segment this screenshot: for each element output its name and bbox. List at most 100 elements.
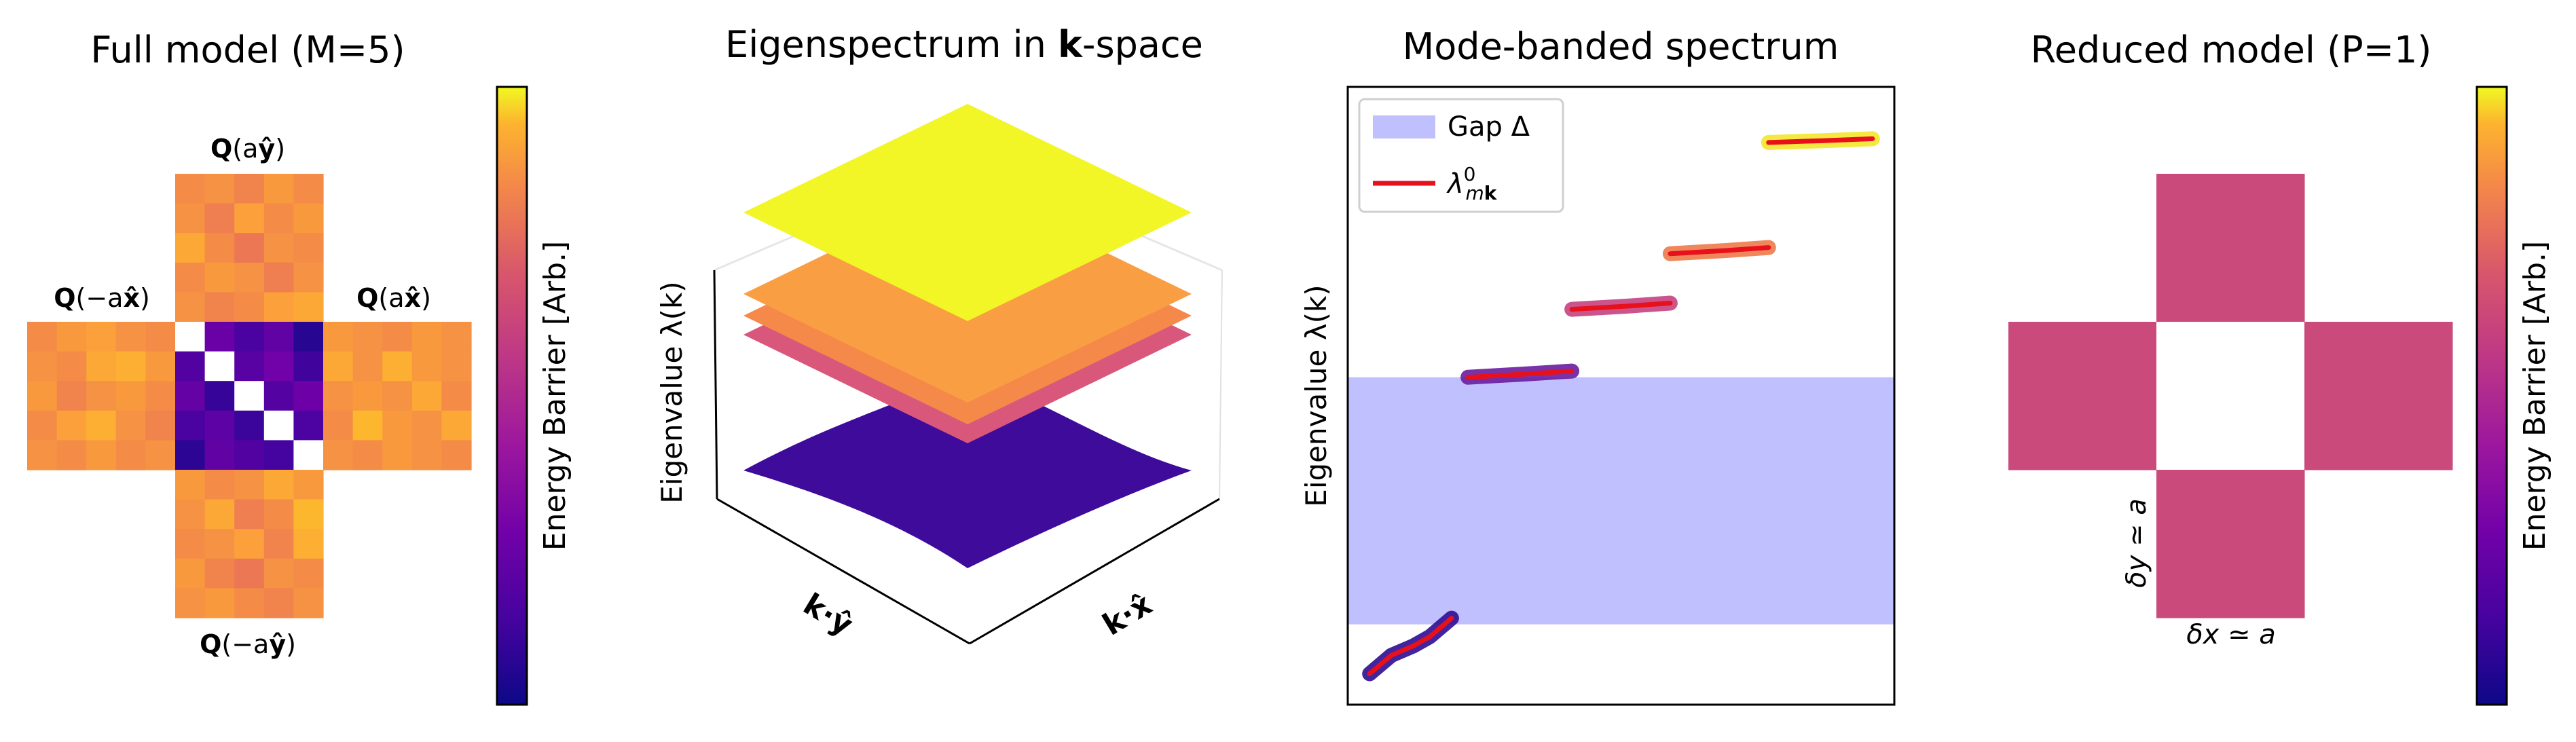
eigen-xlabel: k·x̂: [1097, 587, 1158, 643]
eigen-zlabel: Eigenvalue λ(k): [655, 281, 688, 503]
banded-axes-frame: [1346, 86, 1896, 706]
heatmap-cell: [27, 351, 58, 382]
eigenspectrum-panel: Eigenspectrum in k-space Eigenvalue λ(k)…: [655, 23, 1223, 645]
heatmap-cell: [204, 588, 235, 618]
heatmap-cell: [234, 262, 265, 293]
heatmap-cell: [115, 381, 146, 411]
heatmap-cell: [263, 410, 294, 441]
heatmap-cell: [27, 381, 58, 411]
heatmap-cell: [352, 410, 383, 441]
heatmap-cell: [441, 381, 472, 411]
heatmap-cell: [382, 322, 413, 352]
heatmap-cell: [204, 351, 235, 382]
heatmap-cell: [234, 292, 265, 322]
heatmap-cell: [293, 470, 324, 500]
heatmap-cell: [411, 440, 442, 470]
banded-panel: Mode-banded spectrum Eigenvalue λ(k) Gap…: [1300, 25, 1896, 706]
heatmap-cell: [115, 410, 146, 441]
heatmap-cell: [175, 588, 206, 618]
heatmap-cell: [293, 529, 324, 559]
heatmap-cell: [293, 351, 324, 382]
heatmap-cell: [27, 410, 58, 441]
heatmap-cell: [145, 351, 176, 382]
heatmap-cell: [263, 588, 294, 618]
heatmap-cell: [204, 440, 235, 470]
heatmap-cell: [352, 322, 383, 352]
heatmap-cell: [263, 292, 294, 322]
eigen-surface: [743, 104, 1192, 321]
heatmap-cell: [204, 529, 235, 559]
heatmap-cell: [234, 174, 265, 204]
heatmap-cell: [175, 322, 206, 352]
heatmap-cell: [175, 174, 206, 204]
band-line: [1668, 245, 1771, 257]
heatmap-cell: [263, 529, 294, 559]
band-line: [1766, 136, 1875, 145]
eigenspectrum-title: Eigenspectrum in k-space: [725, 23, 1203, 66]
heatmap-cell: [263, 322, 294, 352]
heatmap-cell: [293, 558, 324, 589]
heatmap-cell: [263, 174, 294, 204]
heatmap-cell: [86, 440, 117, 470]
heatmap-cell: [115, 440, 146, 470]
heatmap-cell: [115, 322, 146, 352]
banded-title: Mode-banded spectrum: [1403, 25, 1839, 68]
heatmap-cell: [441, 410, 472, 441]
reduced-xlabel: δx ≃ a: [2186, 619, 2276, 650]
heatmap-cell: [175, 470, 206, 500]
full-colorbar: [496, 86, 528, 706]
heatmap-cell: [411, 381, 442, 411]
heatmap-cell: [234, 203, 265, 234]
heatmap-cell: [86, 410, 117, 441]
heatmap-cell: [234, 558, 265, 589]
heatmap-cell: [204, 174, 235, 204]
heatmap-cell: [411, 351, 442, 382]
heatmap-cell: [293, 174, 324, 204]
heatmap-cell: [175, 381, 206, 411]
heatmap-cell: [352, 440, 383, 470]
heatmap-cell: [115, 351, 146, 382]
heatmap-cell: [175, 233, 206, 263]
reduced-colorbar-label: Energy Barrier [Arb.]: [2518, 241, 2552, 551]
heatmap-cell: [323, 351, 354, 382]
eigen-surface: [743, 373, 1192, 568]
reduced-cell: [2008, 322, 2157, 470]
heatmap-cell: [145, 440, 176, 470]
heatmap-cell: [293, 499, 324, 530]
legend-gap-label: Gap Δ: [1448, 111, 1530, 143]
heatmap-cell: [263, 440, 294, 470]
heatmap-cell: [234, 322, 265, 352]
heatmap-cell: [323, 410, 354, 441]
heatmap-cell: [234, 499, 265, 530]
heatmap-cell: [56, 351, 87, 382]
heatmap-cell: [323, 381, 354, 411]
heatmap-cell: [263, 381, 294, 411]
full-model-title: Full model (M=5): [90, 29, 405, 71]
legend-gap-swatch: [1373, 115, 1435, 138]
band-line: [1569, 301, 1673, 312]
heatmap-cell: [175, 499, 206, 530]
heatmap-cell: [323, 322, 354, 352]
heatmap-cell: [56, 381, 87, 411]
heatmap-cell: [175, 262, 206, 293]
heatmap-cell: [293, 381, 324, 411]
heatmap-cell: [204, 233, 235, 263]
gap-band: [1348, 377, 1894, 625]
heatmap-cell: [145, 322, 176, 352]
full-model-panel: Full model (M=5) Q(aŷ) Q(−ax̂) Q(ax̂) Q(…: [27, 29, 572, 706]
heatmap-cell: [175, 410, 206, 441]
eigen-surfaces: [743, 104, 1192, 568]
heatmap-cell: [293, 410, 324, 441]
heatmap-cell: [293, 262, 324, 293]
heatmap-cell: [382, 381, 413, 411]
heatmap-cell: [204, 381, 235, 411]
heatmap-cell: [352, 351, 383, 382]
heatmap-cell: [234, 529, 265, 559]
full-colorbar-label: Energy Barrier [Arb.]: [538, 241, 572, 551]
heatmap-cell: [382, 351, 413, 382]
heatmap-cell: [382, 410, 413, 441]
heatmap-cell: [293, 588, 324, 618]
heatmap-cell: [293, 233, 324, 263]
label-left-block: Q(−ax̂): [54, 283, 150, 313]
